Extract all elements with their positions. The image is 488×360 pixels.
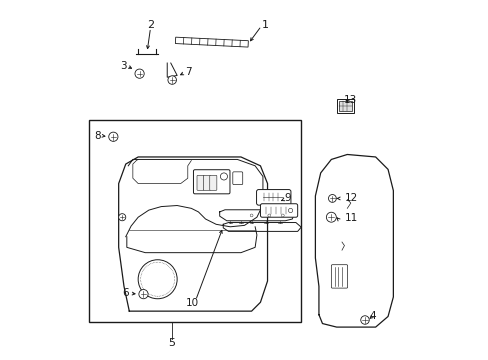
Circle shape [328, 194, 336, 202]
Circle shape [138, 260, 177, 299]
Circle shape [267, 214, 270, 217]
Circle shape [360, 316, 368, 324]
Text: 1: 1 [261, 20, 268, 30]
Text: 9: 9 [284, 193, 290, 203]
Text: 7: 7 [185, 67, 191, 77]
Text: 13: 13 [344, 95, 357, 105]
Circle shape [250, 214, 252, 217]
FancyBboxPatch shape [331, 265, 347, 288]
Circle shape [139, 289, 148, 299]
Text: 8: 8 [94, 131, 101, 141]
Text: 2: 2 [147, 20, 154, 30]
Bar [88, 120, 301, 322]
Polygon shape [175, 37, 248, 47]
Text: 12: 12 [344, 193, 357, 203]
FancyBboxPatch shape [260, 204, 297, 217]
Text: 5: 5 [168, 338, 175, 348]
FancyBboxPatch shape [203, 175, 210, 190]
FancyBboxPatch shape [256, 190, 290, 205]
Circle shape [281, 214, 284, 217]
Text: 4: 4 [369, 311, 376, 321]
Circle shape [325, 212, 336, 222]
Circle shape [167, 76, 176, 84]
FancyBboxPatch shape [197, 175, 203, 190]
Bar [338, 101, 351, 111]
Circle shape [220, 173, 227, 180]
Bar [336, 99, 353, 113]
Circle shape [108, 132, 118, 141]
Circle shape [135, 69, 144, 78]
Circle shape [288, 208, 292, 213]
Text: 6: 6 [122, 288, 128, 298]
Text: 11: 11 [344, 213, 357, 223]
Circle shape [141, 262, 174, 296]
FancyBboxPatch shape [209, 175, 216, 190]
FancyBboxPatch shape [193, 170, 229, 194]
FancyBboxPatch shape [232, 172, 242, 185]
Text: 10: 10 [185, 298, 198, 309]
Text: 3: 3 [120, 60, 126, 71]
Circle shape [119, 214, 125, 221]
